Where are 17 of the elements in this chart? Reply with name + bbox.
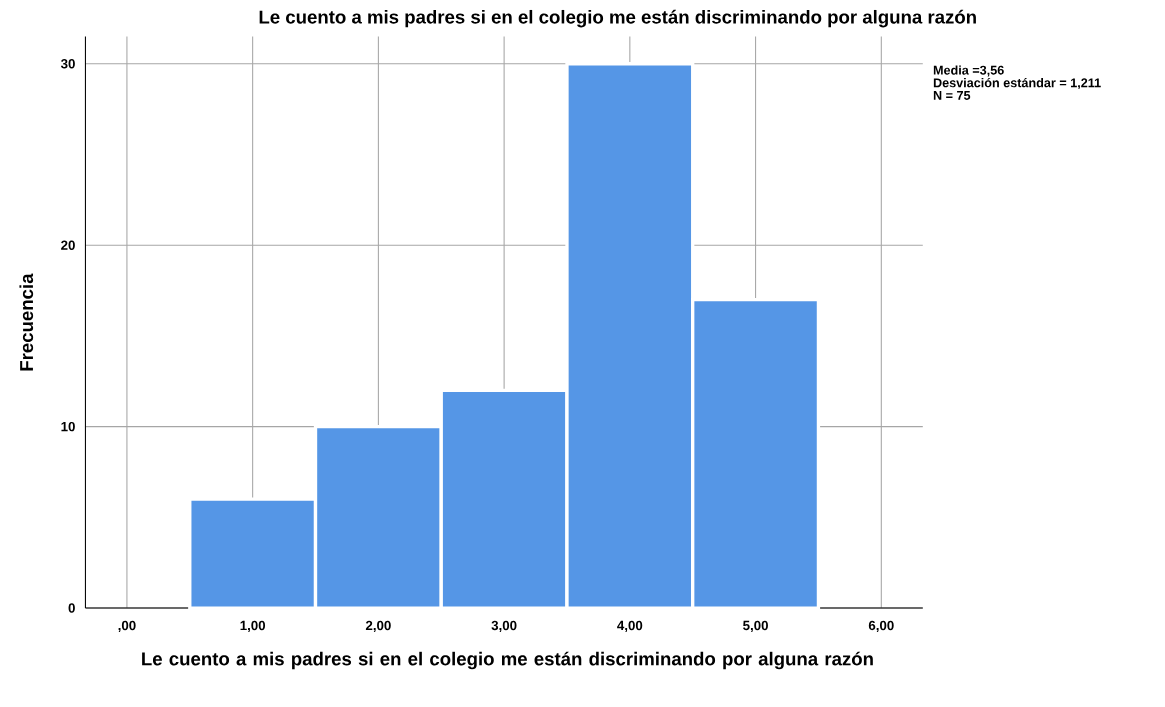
- x-tick-label: 2,00: [365, 620, 391, 633]
- x-tick-label: 4,00: [617, 620, 643, 633]
- text: Media =3,56: [933, 65, 1004, 77]
- y-tick-label: 20: [61, 240, 75, 251]
- x-tick-label: 6,00: [868, 620, 894, 633]
- x-tick-label: 1,00: [240, 620, 266, 633]
- y-axis-title: Frecuencia: [19, 273, 34, 371]
- x-axis-title: Le cuento a mis padres si en el colegio me están discriminando por alguna razón: [142, 651, 873, 670]
- x-tick-label: ,00: [118, 620, 136, 633]
- x-tick-label: 3,00: [491, 620, 517, 633]
- text: Desviación estándar = 1,211: [933, 78, 1101, 90]
- y-tick-label: 0: [68, 603, 75, 613]
- x-tick-label: 5,00: [743, 620, 768, 633]
- y-tick-label: 30: [60, 59, 75, 69]
- y-tick-label: 10: [61, 422, 75, 432]
- text: N = 75: [933, 91, 971, 101]
- chart-title: Le cuento a mis padres si en el colegio me están discriminando por alguna razón: [259, 9, 976, 28]
